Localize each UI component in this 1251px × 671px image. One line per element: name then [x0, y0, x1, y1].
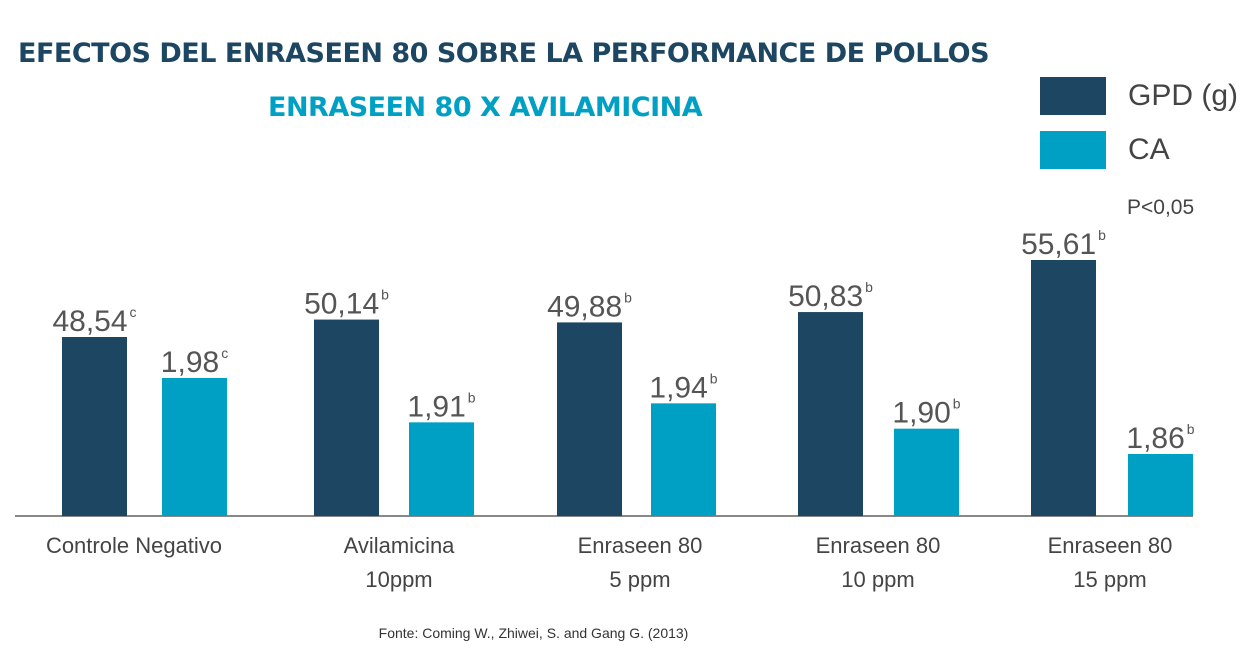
category-label-3-line2: 5 ppm	[609, 567, 670, 592]
data-label-gpd-5: 55,61 b	[1021, 227, 1106, 261]
category-label-2-line2: 10ppm	[365, 567, 432, 592]
significance-note: P<0,05	[1127, 196, 1195, 219]
bar-ca-3	[651, 403, 716, 516]
data-label-ca-2: 1,91 b	[407, 389, 475, 423]
bar-gpd-5	[1031, 260, 1096, 516]
significance-letter: b	[953, 396, 961, 412]
legend-label-ca: CA	[1128, 133, 1170, 166]
chart-title: EFECTOS DEL ENRASEEN 80 SOBRE LA PERFORM…	[18, 38, 990, 69]
significance-letter: c	[130, 304, 137, 320]
bar-ca-2	[409, 422, 474, 516]
category-label-1: Controle Negativo	[46, 533, 222, 558]
data-label-ca-4: 1,90 b	[892, 396, 960, 430]
bar-gpd-3	[557, 322, 622, 516]
category-label-3: Enraseen 80	[578, 533, 703, 558]
category-label-4-line2: 10 ppm	[841, 567, 914, 592]
data-label-ca-1: 1,98 c	[161, 345, 228, 379]
chart-subtitle: ENRASEEN 80 X AVILAMICINA	[268, 92, 703, 123]
data-label-ca-5: 1,86 b	[1126, 421, 1194, 455]
bar-ca-4	[894, 428, 959, 516]
legend-label-gpd: GPD (g)	[1128, 79, 1239, 112]
source-citation: Fonte: Coming W., Zhiwei, S. and Gang G.…	[378, 625, 689, 641]
category-label-2: Avilamicina	[344, 533, 456, 558]
data-label-gpd-2: 50,14 b	[304, 287, 389, 321]
data-label-gpd-1: 48,54 c	[52, 304, 136, 338]
legend-swatch-ca	[1040, 131, 1106, 169]
bar-gpd-4	[798, 312, 863, 516]
category-label-5: Enraseen 80	[1048, 533, 1173, 558]
bar-gpd-2	[314, 319, 379, 516]
significance-letter: b	[381, 287, 389, 303]
significance-letter: c	[221, 345, 228, 361]
category-label-5-line2: 15 ppm	[1073, 567, 1146, 592]
significance-letter: b	[468, 389, 476, 405]
significance-letter: b	[1098, 227, 1106, 243]
bar-ca-5	[1128, 454, 1193, 516]
data-label-gpd-3: 49,88 b	[547, 289, 632, 323]
significance-letter: b	[624, 289, 632, 305]
significance-letter: b	[865, 279, 873, 295]
significance-letter: b	[710, 370, 718, 386]
data-label-gpd-4: 50,83 b	[788, 279, 873, 313]
data-label-ca-3: 1,94 b	[649, 370, 717, 404]
significance-letter: b	[1187, 421, 1195, 437]
bar-gpd-1	[62, 337, 127, 516]
bar-ca-1	[162, 378, 227, 516]
legend-swatch-gpd	[1040, 77, 1106, 115]
category-label-4: Enraseen 80	[816, 533, 941, 558]
